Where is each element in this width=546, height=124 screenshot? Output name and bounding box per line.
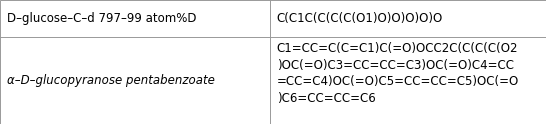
- Text: D–glucose–C–d 797–99 atom%D: D–glucose–C–d 797–99 atom%D: [7, 12, 196, 25]
- Text: α–D–glucopyranose pentabenzoate: α–D–glucopyranose pentabenzoate: [7, 74, 215, 87]
- Text: C1=CC=C(C=C1)C(=O)OCC2C(C(C(C(O2
)OC(=O)C3=CC=CC=C3)OC(=O)C4=CC
=CC=C4)OC(=O)C5=: C1=CC=C(C=C1)C(=O)OCC2C(C(C(C(O2 )OC(=O)…: [277, 42, 519, 105]
- Text: C(C1C(C(C(C(O1)O)O)O)O)O: C(C1C(C(C(C(O1)O)O)O)O)O: [277, 12, 443, 25]
